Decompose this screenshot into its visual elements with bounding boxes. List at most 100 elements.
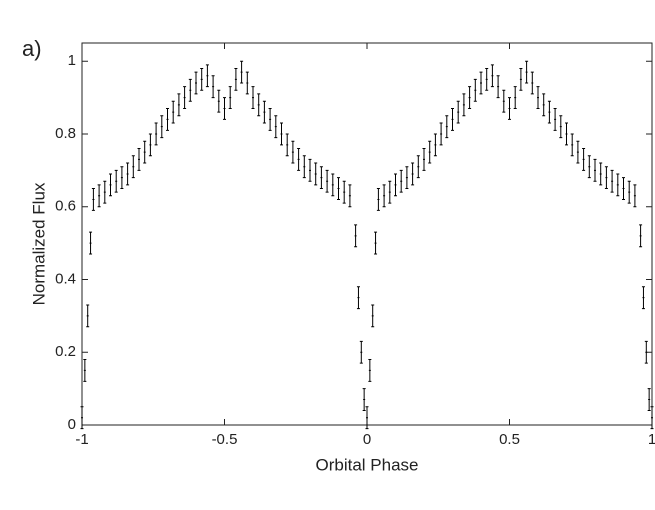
error-bar (177, 93, 181, 117)
error-bar (547, 100, 551, 124)
error-bar (240, 60, 244, 84)
error-bar (610, 169, 614, 193)
error-bar (362, 388, 366, 411)
error-bar (274, 115, 278, 139)
error-bar (559, 115, 563, 139)
error-bar (160, 115, 164, 139)
error-bar (83, 359, 87, 382)
y-tick-label: 0.8 (55, 125, 76, 142)
error-bar (456, 100, 460, 124)
y-tick-label: 0 (68, 416, 76, 433)
error-bar (650, 406, 654, 430)
error-bar (183, 86, 187, 109)
error-bar (331, 173, 335, 197)
error-bar (103, 180, 107, 204)
error-bar (376, 188, 380, 211)
error-bar (502, 89, 506, 113)
error-bar (644, 340, 648, 364)
error-bar (365, 406, 369, 430)
error-bar (109, 173, 112, 197)
error-bar (422, 148, 426, 171)
error-bar (508, 97, 511, 120)
y-tick-label: 1 (68, 52, 76, 69)
error-bar (359, 340, 363, 364)
error-bar (582, 148, 586, 171)
panel-label: a) (22, 36, 42, 61)
error-bar (268, 107, 272, 131)
error-bar (114, 169, 118, 193)
error-bar (565, 122, 568, 146)
error-bar (473, 78, 477, 102)
error-bar (479, 71, 483, 95)
error-bar (536, 86, 540, 109)
error-bar (342, 180, 346, 204)
error-bar (405, 166, 409, 190)
error-bar (302, 155, 306, 179)
error-bar (639, 224, 643, 248)
error-bar (525, 60, 529, 84)
error-bar (445, 115, 449, 139)
y-tick-label: 0.6 (55, 198, 76, 215)
error-bar (251, 86, 255, 109)
x-tick-label: 0.5 (499, 431, 520, 448)
error-bar (382, 184, 386, 208)
error-bar (205, 64, 209, 88)
error-bar (411, 162, 415, 186)
error-bar (314, 162, 318, 186)
error-bar (416, 155, 420, 179)
error-bar (599, 162, 603, 186)
y-axis-label: Normalized Flux (29, 182, 48, 305)
error-bar (245, 71, 249, 95)
error-bar (188, 78, 192, 102)
error-bar (439, 122, 443, 146)
error-bar (217, 89, 221, 113)
error-bar (194, 71, 198, 95)
error-bar (451, 107, 454, 131)
error-bar (490, 64, 494, 88)
error-bar (80, 406, 84, 430)
error-bar (120, 166, 124, 190)
error-bar (154, 122, 158, 146)
error-bar (627, 180, 631, 204)
error-bar (211, 75, 215, 99)
x-tick-label: 1 (648, 431, 655, 448)
error-bar (394, 173, 397, 197)
y-tick-label: 0.2 (55, 343, 76, 360)
error-bar (280, 122, 283, 146)
error-bar (354, 224, 358, 248)
error-bar (143, 140, 147, 164)
error-bar (257, 93, 261, 117)
error-bar (485, 67, 489, 91)
x-tick-label: -0.5 (212, 431, 238, 448)
error-bar (308, 158, 312, 182)
error-bar (388, 180, 392, 204)
error-bar (371, 304, 375, 328)
error-bar (137, 148, 141, 171)
error-bar (234, 67, 238, 91)
error-bar (641, 286, 645, 310)
error-bar (468, 86, 472, 109)
error-bar (171, 100, 175, 124)
error-bar (166, 107, 169, 131)
error-bar (576, 140, 580, 164)
error-bar (374, 231, 378, 255)
x-tick-label: 0 (363, 431, 371, 448)
error-bar (462, 93, 466, 117)
x-tick-label: -1 (75, 431, 88, 448)
error-bar (633, 184, 637, 208)
error-bar (542, 93, 546, 117)
error-bar (131, 155, 135, 179)
error-bar (553, 107, 557, 131)
error-bar (428, 140, 432, 164)
error-bar (513, 86, 517, 109)
error-bar (616, 173, 620, 197)
error-bar (519, 67, 523, 91)
error-bar (647, 388, 651, 411)
plot-frame (81, 42, 653, 426)
error-bar (126, 162, 130, 186)
error-bar (348, 184, 352, 208)
error-bar (91, 188, 95, 211)
error-bar (297, 148, 301, 171)
error-bar (368, 359, 372, 382)
